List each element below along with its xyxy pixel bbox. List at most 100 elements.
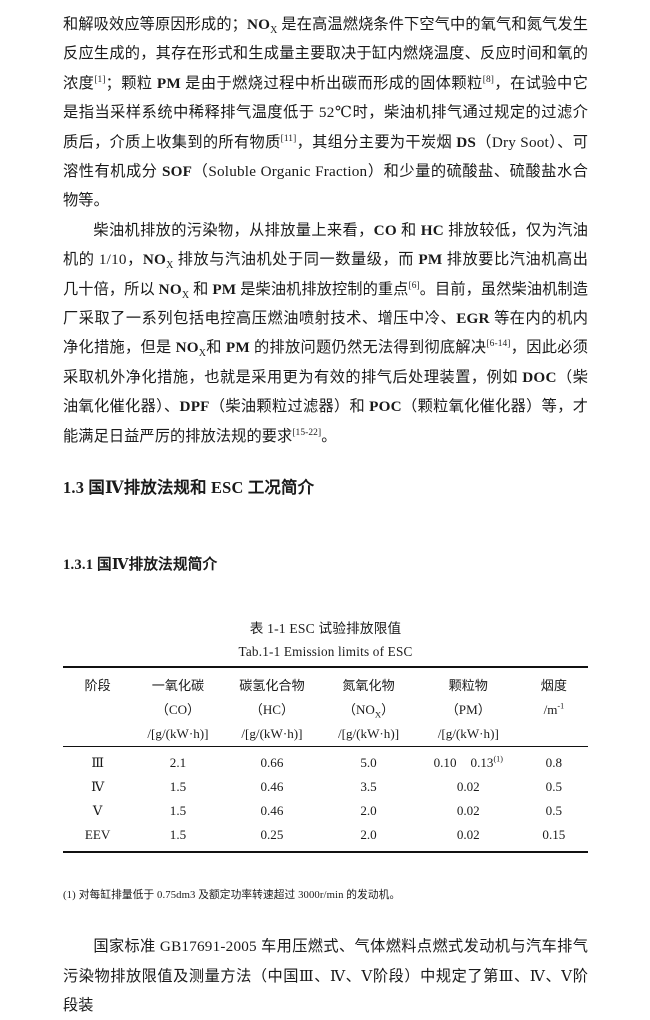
document-page: 和解吸效应等原因形成的；NOX 是在高温燃烧条件下空气中的氧气和氮气发生反应生成… [63, 10, 589, 1014]
th-nox-symbol: （NOX） [320, 698, 417, 722]
cjk-text: 。 [321, 427, 337, 445]
cjk-text: 和 [396, 221, 421, 239]
latin-text: 52℃ [318, 104, 353, 122]
rule-cell [223, 851, 321, 878]
table-row: EEV 1.5 0.25 2.0 0.02 0.15 [63, 823, 588, 852]
section-heading-1-3: 1.3 国Ⅳ排放法规和 ESC 工况简介 [63, 475, 588, 501]
th-nox-name: 氮氧化物 [320, 666, 417, 699]
cjk-text: 和 [189, 280, 213, 298]
latin-term: 1.3 [63, 478, 85, 498]
cjk-text: 工况简介 [243, 478, 315, 498]
cjk-text: （柴油颗粒过滤器）和 [209, 398, 370, 416]
latin-term: NO [175, 339, 199, 357]
cell-smoke: 0.5 [545, 803, 563, 819]
table-bottom-rule-row [63, 851, 588, 878]
cjk-text: （颗粒氧化催化器）等，才能满足日益严厉的排放法规的要求 [63, 398, 589, 445]
th-hc-name: 碳氢化合物 [223, 666, 321, 699]
cjk-text: 国Ⅳ排放法规和 [84, 478, 212, 498]
latin-text: 1/10 [98, 251, 127, 269]
latin-term: DOC [522, 368, 557, 386]
cell-pm-value-2: 0.13 [470, 755, 494, 771]
cjk-text: 排放要比汽油机高出几十倍，所以 [63, 251, 589, 298]
th-pm-symbol: （PM） [445, 702, 491, 718]
cjk-text: ）、可溶性有机成分 [63, 133, 588, 181]
cell-co: 2.1 [132, 746, 224, 776]
latin-term: HC [420, 221, 444, 239]
cell-pm-value-1: 0.10 [433, 755, 457, 771]
cjk-text: 国Ⅳ排放法规简介 [93, 557, 218, 574]
cjk-text: ， [126, 251, 143, 269]
cell-stage: Ⅳ [91, 779, 105, 795]
chemical-subscript: X [374, 709, 382, 720]
emission-limits-table: 阶段 一氧化碳 碳氢化合物 氮氧化物 颗粒物 烟度 （CO） （HC） （NOX… [63, 666, 588, 878]
cjk-text: （柴油氧化催化器）、 [63, 368, 589, 416]
th-stage: 阶段 [63, 666, 133, 699]
cell-smoke: 0.5 [545, 779, 563, 795]
table-footnote: (1) 对每缸排量低于 0.75dm3 及额定功率转速超过 3000r/min 的… [63, 886, 588, 904]
cjk-text: 和解吸效应等原因形成的； [63, 16, 247, 33]
table-caption-cn: 表 1-1 ESC 试验排放限值 [249, 621, 402, 637]
cell-pm: 0.02 [456, 779, 480, 795]
cell-co: 1.5 [169, 779, 187, 795]
th-pm-name: 颗粒物 [416, 666, 520, 699]
latin-term: PM [418, 251, 443, 269]
latin-term: DPF [179, 398, 210, 416]
cell-pm: 0.02 [456, 803, 480, 819]
body-paragraph-1: 和解吸效应等原因形成的；NOX 是在高温燃烧条件下空气中的氧气和氮气发生反应生成… [63, 10, 588, 216]
cjk-text: 时，柴油机排气通过规定的过滤介质后，介质上收集到的所有物质 [63, 104, 589, 151]
rule-cell [63, 851, 133, 878]
cjk-text: ，其组分主要为干炭烟 [296, 133, 457, 151]
citation-superscript: [11] [280, 133, 297, 144]
th-nox-unit: /[g/(kW·h)] [337, 726, 400, 742]
latin-term: NO [142, 251, 167, 269]
th-smoke-unit: /m-1 [520, 698, 588, 722]
cjk-text: （ [476, 133, 492, 151]
table-row: Ⅴ 1.5 0.46 2.0 0.02 0.5 [63, 799, 588, 823]
table-header: 阶段 一氧化碳 碳氢化合物 氮氧化物 颗粒物 烟度 （CO） （HC） （NOX… [63, 666, 588, 747]
th-stage-blank [63, 698, 132, 722]
latin-text: Soluble Organic Fraction [208, 163, 368, 181]
latin-term: PM [212, 280, 237, 298]
citation-superscript: [6] [408, 280, 420, 291]
cell-stage: Ⅲ [63, 746, 133, 776]
cjk-text: （ [192, 163, 209, 181]
th-smoke-name: 烟度 [519, 666, 588, 699]
table-header-row-2: （CO） （HC） （NOX） （PM） /m-1 [63, 698, 588, 722]
latin-term: POC [369, 398, 402, 416]
th-co-name: 一氧化碳 [132, 666, 224, 699]
footnote-marker: (1) [63, 889, 76, 902]
chemical-subscript: X [181, 289, 190, 301]
cjk-text: 是柴油机排放控制的重点 [236, 280, 409, 298]
cjk-text: 的排放问题仍然无法得到彻底解决 [249, 339, 487, 357]
latin-term: NO [246, 16, 271, 33]
table-caption-en: Tab.1-1 Emission limits of ESC [238, 644, 413, 660]
citation-superscript: [6-14] [486, 339, 511, 350]
chemical-subscript: X [198, 348, 207, 360]
citation-superscript: [15-22] [292, 427, 322, 438]
latin-term: 1.3.1 [63, 557, 94, 574]
latin-term: PM [156, 74, 181, 92]
latin-text: GB17691-2005 [159, 938, 257, 956]
cjk-text: ；颗粒 [105, 74, 157, 92]
rule-cell [132, 851, 224, 878]
cell-nox: 2.0 [360, 803, 377, 819]
cell-smoke: 0.8 [519, 746, 588, 776]
cell-nox: 2.0 [360, 827, 377, 843]
chemical-subscript: X [166, 260, 174, 272]
cjk-text: 是由于燃烧过程中析出碳而形成的固体颗粒 [180, 74, 483, 92]
th-smoke-blank [520, 722, 588, 747]
body-paragraph-3: 国家标准 GB17691-2005 车用压燃式、气体燃料点燃式发动机与汽车排气污… [63, 932, 588, 1020]
table-row: Ⅲ 2.1 0.66 5.0 0.10 0.13(1) 0.8 [63, 746, 588, 776]
rule-cell [416, 851, 520, 878]
th-hc-unit: /[g/(kW·h)] [241, 726, 303, 742]
cell-stage: EEV [84, 827, 111, 843]
cjk-text: 国家标准 [93, 938, 160, 956]
cell-co: 1.5 [169, 803, 187, 819]
th-stage-blank-2 [63, 722, 132, 747]
th-hc-symbol: （HC） [249, 702, 295, 718]
latin-term: EGR [456, 310, 490, 328]
th-pm-unit: /[g/(kW·h)] [437, 726, 499, 742]
cjk-text: 和 [206, 339, 226, 357]
th-co-symbol: （CO） [155, 702, 201, 718]
rule-cell [519, 851, 588, 878]
